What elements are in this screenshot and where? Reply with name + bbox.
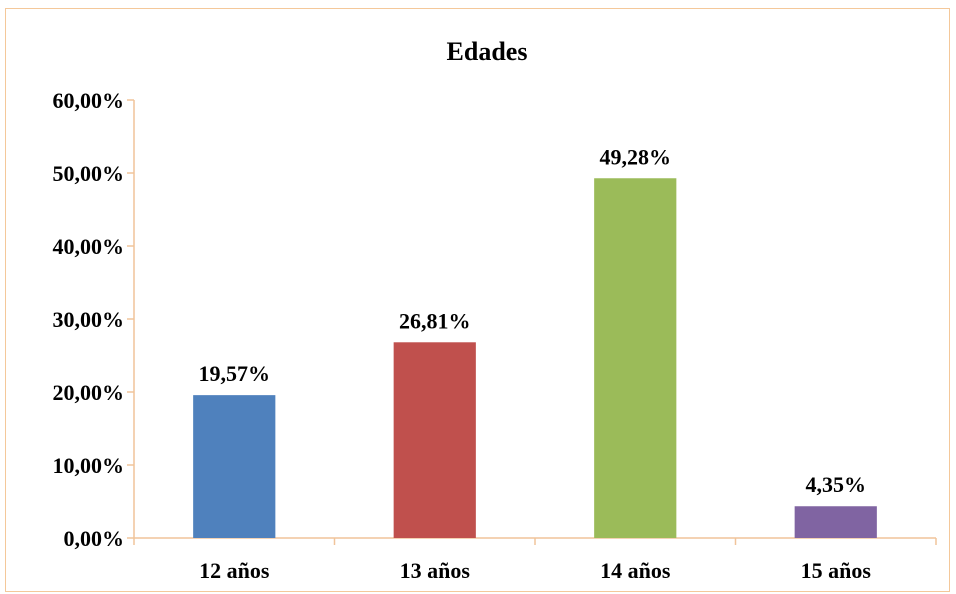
chart-area [5, 8, 950, 592]
bar [594, 178, 677, 539]
data-labels: 19,57% 26,81% 49,28% 4,35% [199, 144, 867, 497]
bar [193, 395, 276, 538]
data-label: 4,35% [806, 472, 867, 497]
y-tick-label: 10,00% [53, 453, 125, 478]
x-category-label: 15 años [801, 558, 872, 583]
y-tick-label: 0,00% [64, 526, 125, 551]
x-category-label: 14 años [600, 558, 671, 583]
data-label: 19,57% [199, 361, 271, 386]
y-tick-label: 30,00% [53, 307, 125, 332]
bars [193, 178, 877, 539]
data-label: 49,28% [600, 144, 672, 169]
bar [794, 506, 877, 538]
x-category-label: 12 años [199, 558, 270, 583]
y-axis: 0,00% 10,00% 20,00% 30,00% 40,00% 50,00% 60,00… [53, 88, 135, 551]
y-tick-label: 40,00% [53, 234, 125, 259]
x-category-label: 13 años [400, 558, 471, 583]
y-tick-label: 50,00% [53, 161, 125, 186]
y-tick-label: 60,00% [53, 88, 125, 113]
y-tick-label: 20,00% [53, 380, 125, 405]
bar [393, 342, 476, 538]
data-label: 26,81% [399, 308, 471, 333]
chart-title: Edades [447, 37, 528, 66]
x-axis: 12 años 13 años 14 años 15 años [133, 537, 937, 583]
